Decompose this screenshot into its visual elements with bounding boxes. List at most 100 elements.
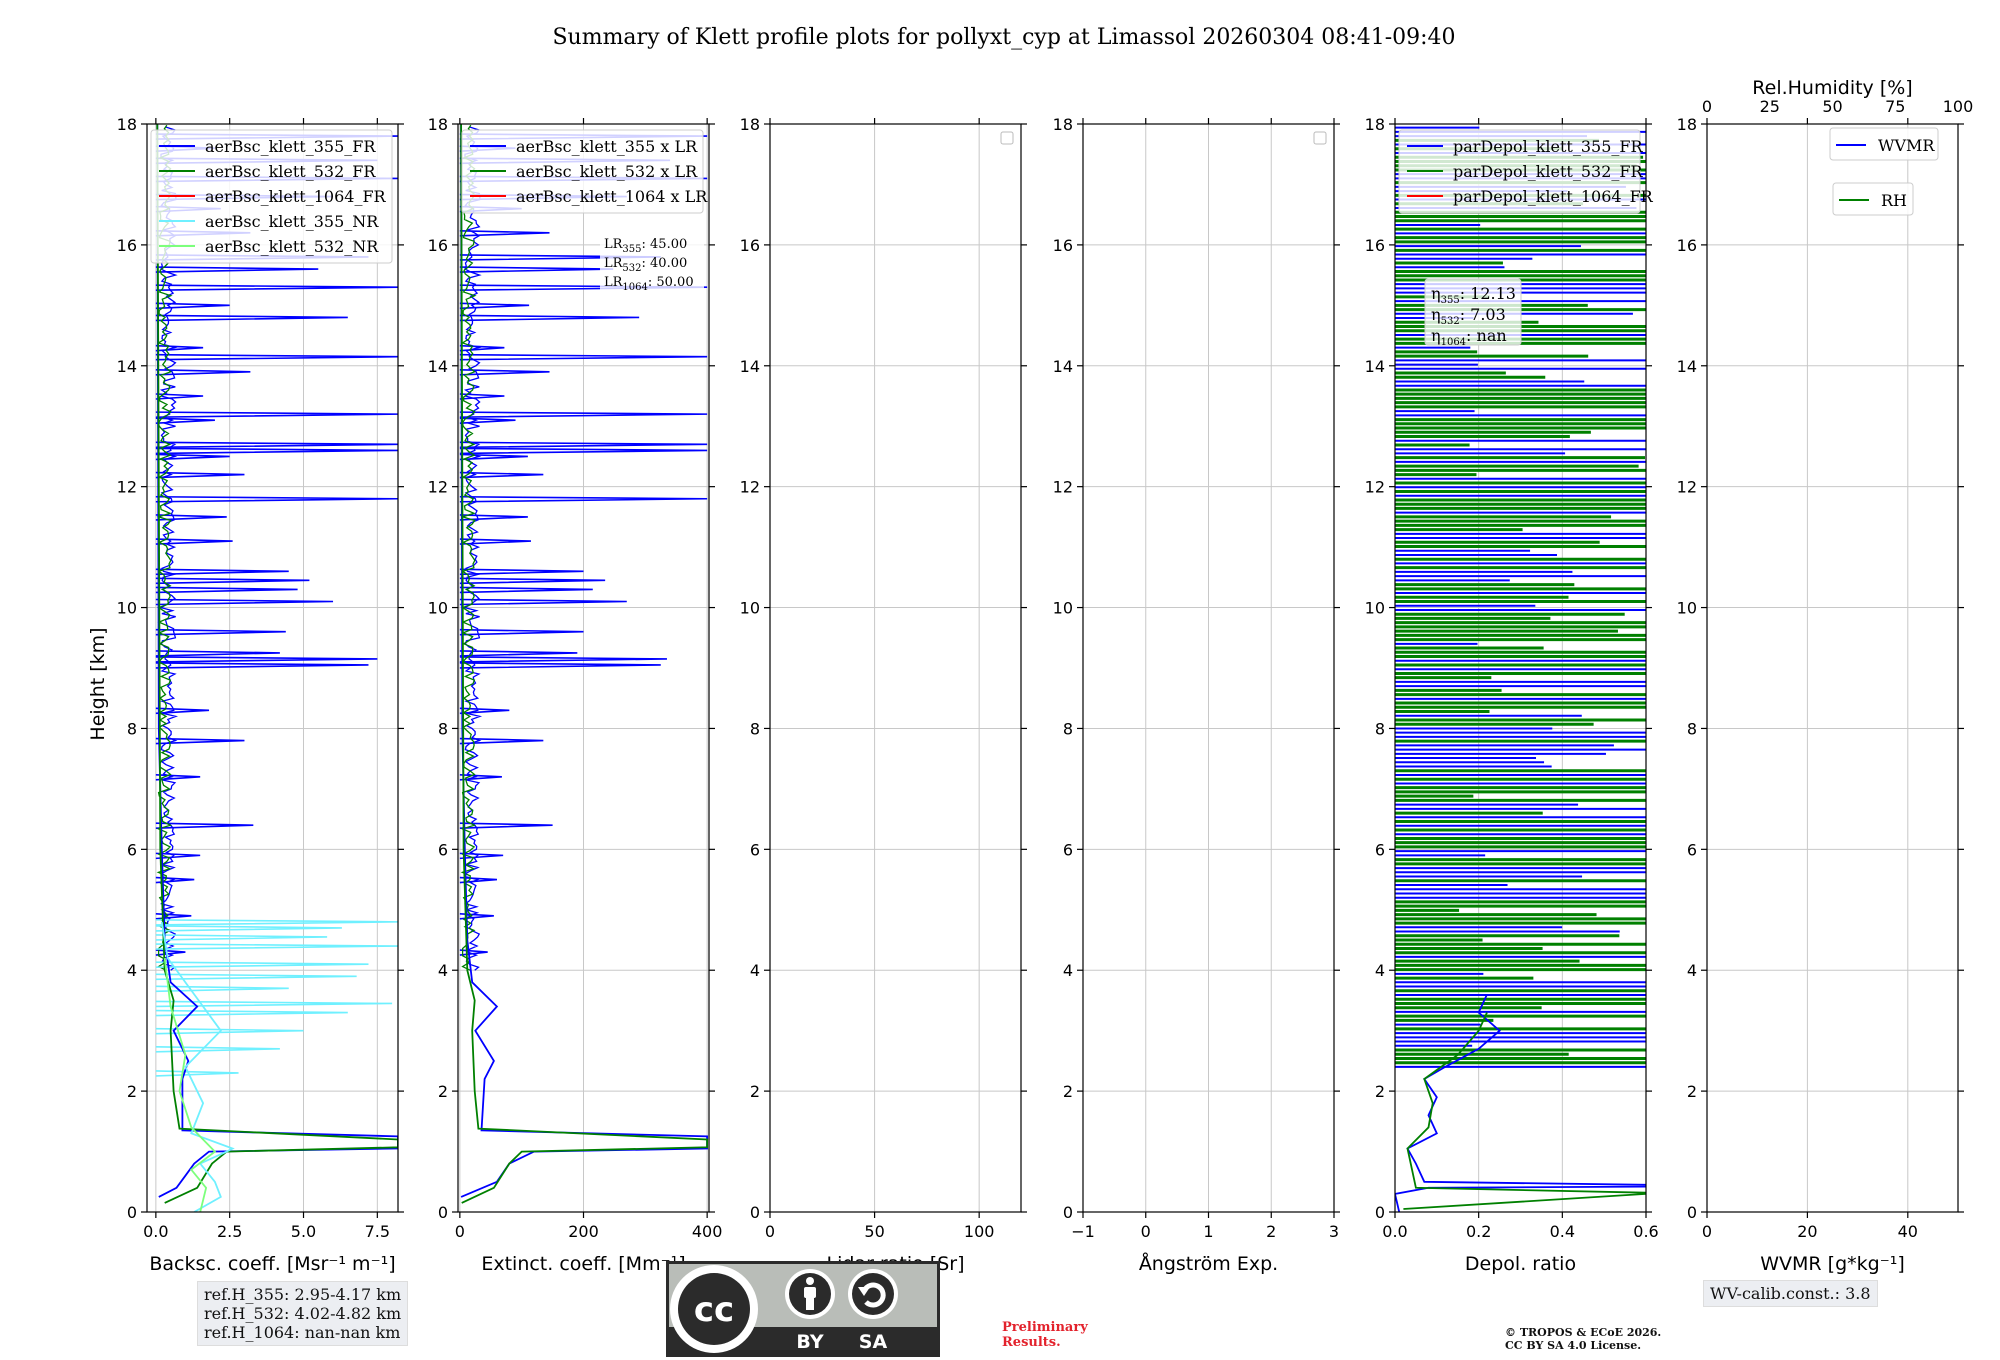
panel-backscatter: 0 2 4 6 8 10 12 14 16 18 0.0 2.5 5.0 7.5 Backsc. coeff… bbox=[117, 115, 404, 1275]
y-tick-label: 0 bbox=[1687, 1203, 1697, 1222]
spike-mark bbox=[155, 973, 357, 981]
x-tick-label: 7.5 bbox=[365, 1222, 390, 1241]
x-tick-label: 20 bbox=[1797, 1222, 1817, 1241]
y-ticks bbox=[141, 123, 404, 1213]
spike-mark bbox=[459, 662, 661, 669]
ref-height-532: ref.H_532: 4.02-4.82 km bbox=[204, 1304, 402, 1323]
spike-mark bbox=[155, 919, 398, 926]
y-tick-label: 16 bbox=[740, 236, 760, 255]
spike-mark bbox=[459, 737, 544, 745]
x-tick-label: 0 bbox=[1141, 1222, 1151, 1241]
spike-mark bbox=[155, 568, 289, 576]
spike-mark bbox=[155, 495, 398, 503]
legend-label: aerBsc_klett_532 x LR bbox=[516, 162, 698, 181]
x-axis-label: Depol. ratio bbox=[1465, 1253, 1576, 1275]
y-tick-label: 4 bbox=[1063, 961, 1073, 980]
y-tick-label: 6 bbox=[127, 840, 137, 859]
x-tick-label: 200 bbox=[568, 1222, 599, 1241]
series-aerBsc_klett_355_FR bbox=[156, 124, 398, 1198]
wv-calib-box: WV-calib.const.: 3.8 bbox=[1703, 1280, 1878, 1307]
y-tick-label: 2 bbox=[1063, 1082, 1073, 1101]
x-tick-label: 5.0 bbox=[291, 1222, 316, 1241]
spike-mark bbox=[155, 985, 289, 993]
spike-mark bbox=[459, 495, 708, 503]
series-parDepol_klett_355_FR bbox=[1395, 994, 1646, 1212]
grid bbox=[769, 123, 1021, 1213]
legend-box bbox=[1398, 129, 1641, 214]
spike-mark bbox=[155, 934, 328, 941]
spike-mark bbox=[459, 411, 708, 418]
cc-by-label: BY bbox=[796, 1331, 823, 1353]
spike-mark bbox=[155, 577, 310, 585]
spike-mark bbox=[155, 1027, 304, 1035]
y-ticks bbox=[452, 123, 715, 1213]
legend-label: parDepol_klett_1064_FR bbox=[1453, 187, 1654, 206]
y-tick-label: 14 bbox=[1365, 357, 1385, 376]
spike-mark bbox=[459, 353, 708, 361]
spike-mark bbox=[155, 302, 230, 310]
spike-mark bbox=[155, 441, 398, 449]
legend-label: aerBsc_klett_1064 x LR bbox=[516, 187, 708, 206]
legend-label: RH bbox=[1881, 191, 1907, 210]
y-ticks bbox=[764, 123, 1027, 1213]
legend-label: aerBsc_klett_355 x LR bbox=[516, 137, 698, 156]
y-tick-label: 4 bbox=[750, 961, 760, 980]
x-tick-label: 0.6 bbox=[1633, 1222, 1658, 1241]
legend-label: aerBsc_klett_532_FR bbox=[205, 162, 376, 181]
x-axis-label: Backsc. coeff. [Msr⁻¹ m⁻¹] bbox=[149, 1253, 395, 1275]
data-layer bbox=[155, 124, 398, 1212]
y-tick-label: 14 bbox=[117, 357, 137, 376]
y-tick-label: 2 bbox=[1687, 1082, 1697, 1101]
spike-mark bbox=[155, 586, 298, 594]
by-person-icon bbox=[785, 1269, 835, 1319]
y-tick-label: 4 bbox=[1375, 961, 1385, 980]
y-axis-label: Height [km] bbox=[87, 627, 109, 740]
x-tick-label: 0.0 bbox=[143, 1222, 168, 1241]
spike-mark bbox=[155, 453, 230, 461]
spike-mark bbox=[459, 598, 627, 606]
x-tick-label: 0 bbox=[455, 1222, 465, 1241]
spike-mark bbox=[459, 266, 614, 273]
series-aerBsc_klett_355_NR bbox=[160, 921, 235, 1212]
preliminary-line2: Results. bbox=[1002, 1335, 1061, 1350]
legend-box bbox=[1832, 182, 1914, 216]
spike-mark bbox=[459, 656, 667, 663]
spike-mark bbox=[459, 344, 505, 352]
spike-mark bbox=[155, 1046, 280, 1053]
spike-mark bbox=[155, 417, 215, 424]
x-tick-label: −1 bbox=[1071, 1222, 1095, 1241]
spike-mark bbox=[155, 411, 398, 418]
y-tick-label: 18 bbox=[740, 115, 760, 134]
preliminary-note: Preliminary Results. bbox=[1002, 1320, 1088, 1350]
cc-by-sa-badge: cc BY SA bbox=[666, 1261, 940, 1357]
y-tick-label: 18 bbox=[1053, 115, 1073, 134]
y-tick-label: 14 bbox=[1677, 357, 1697, 376]
y-ticks bbox=[1701, 123, 1964, 1213]
y-tick-label: 16 bbox=[1365, 236, 1385, 255]
axes-frame bbox=[146, 123, 399, 1213]
spike-mark bbox=[459, 577, 606, 585]
spike-mark bbox=[155, 650, 280, 657]
y-tick-label: 10 bbox=[1053, 599, 1073, 618]
lr-label: LR355: 45.00 bbox=[604, 237, 687, 255]
ref-height-1064: ref.H_1064: nan-nan km bbox=[204, 1323, 401, 1342]
series-aerBsc_klett_355 x LR bbox=[460, 124, 708, 1198]
axes-frame bbox=[769, 123, 1022, 1213]
y-tick-label: 10 bbox=[117, 599, 137, 618]
y-tick-label: 10 bbox=[428, 599, 448, 618]
series-aerBsc_klett_532 x LR bbox=[460, 124, 708, 1204]
lr-label: LR1064: 50.00 bbox=[604, 275, 694, 293]
empty-legend-box bbox=[1313, 131, 1327, 145]
x-tick-label: 100 bbox=[964, 1222, 995, 1241]
y-tick-label: 6 bbox=[1687, 840, 1697, 859]
axes-frame bbox=[1394, 123, 1647, 1213]
x2-axis-label: Rel.Humidity [%] bbox=[1752, 77, 1912, 99]
y-tick-label: 6 bbox=[438, 840, 448, 859]
spike-mark bbox=[459, 568, 584, 576]
y-tick-label: 0 bbox=[438, 1203, 448, 1222]
y-tick-label: 8 bbox=[750, 719, 760, 738]
eta-label: η532: 7.03 bbox=[1431, 305, 1506, 327]
eta-box bbox=[1424, 278, 1522, 346]
legend-label: parDepol_klett_532_FR bbox=[1453, 162, 1644, 181]
